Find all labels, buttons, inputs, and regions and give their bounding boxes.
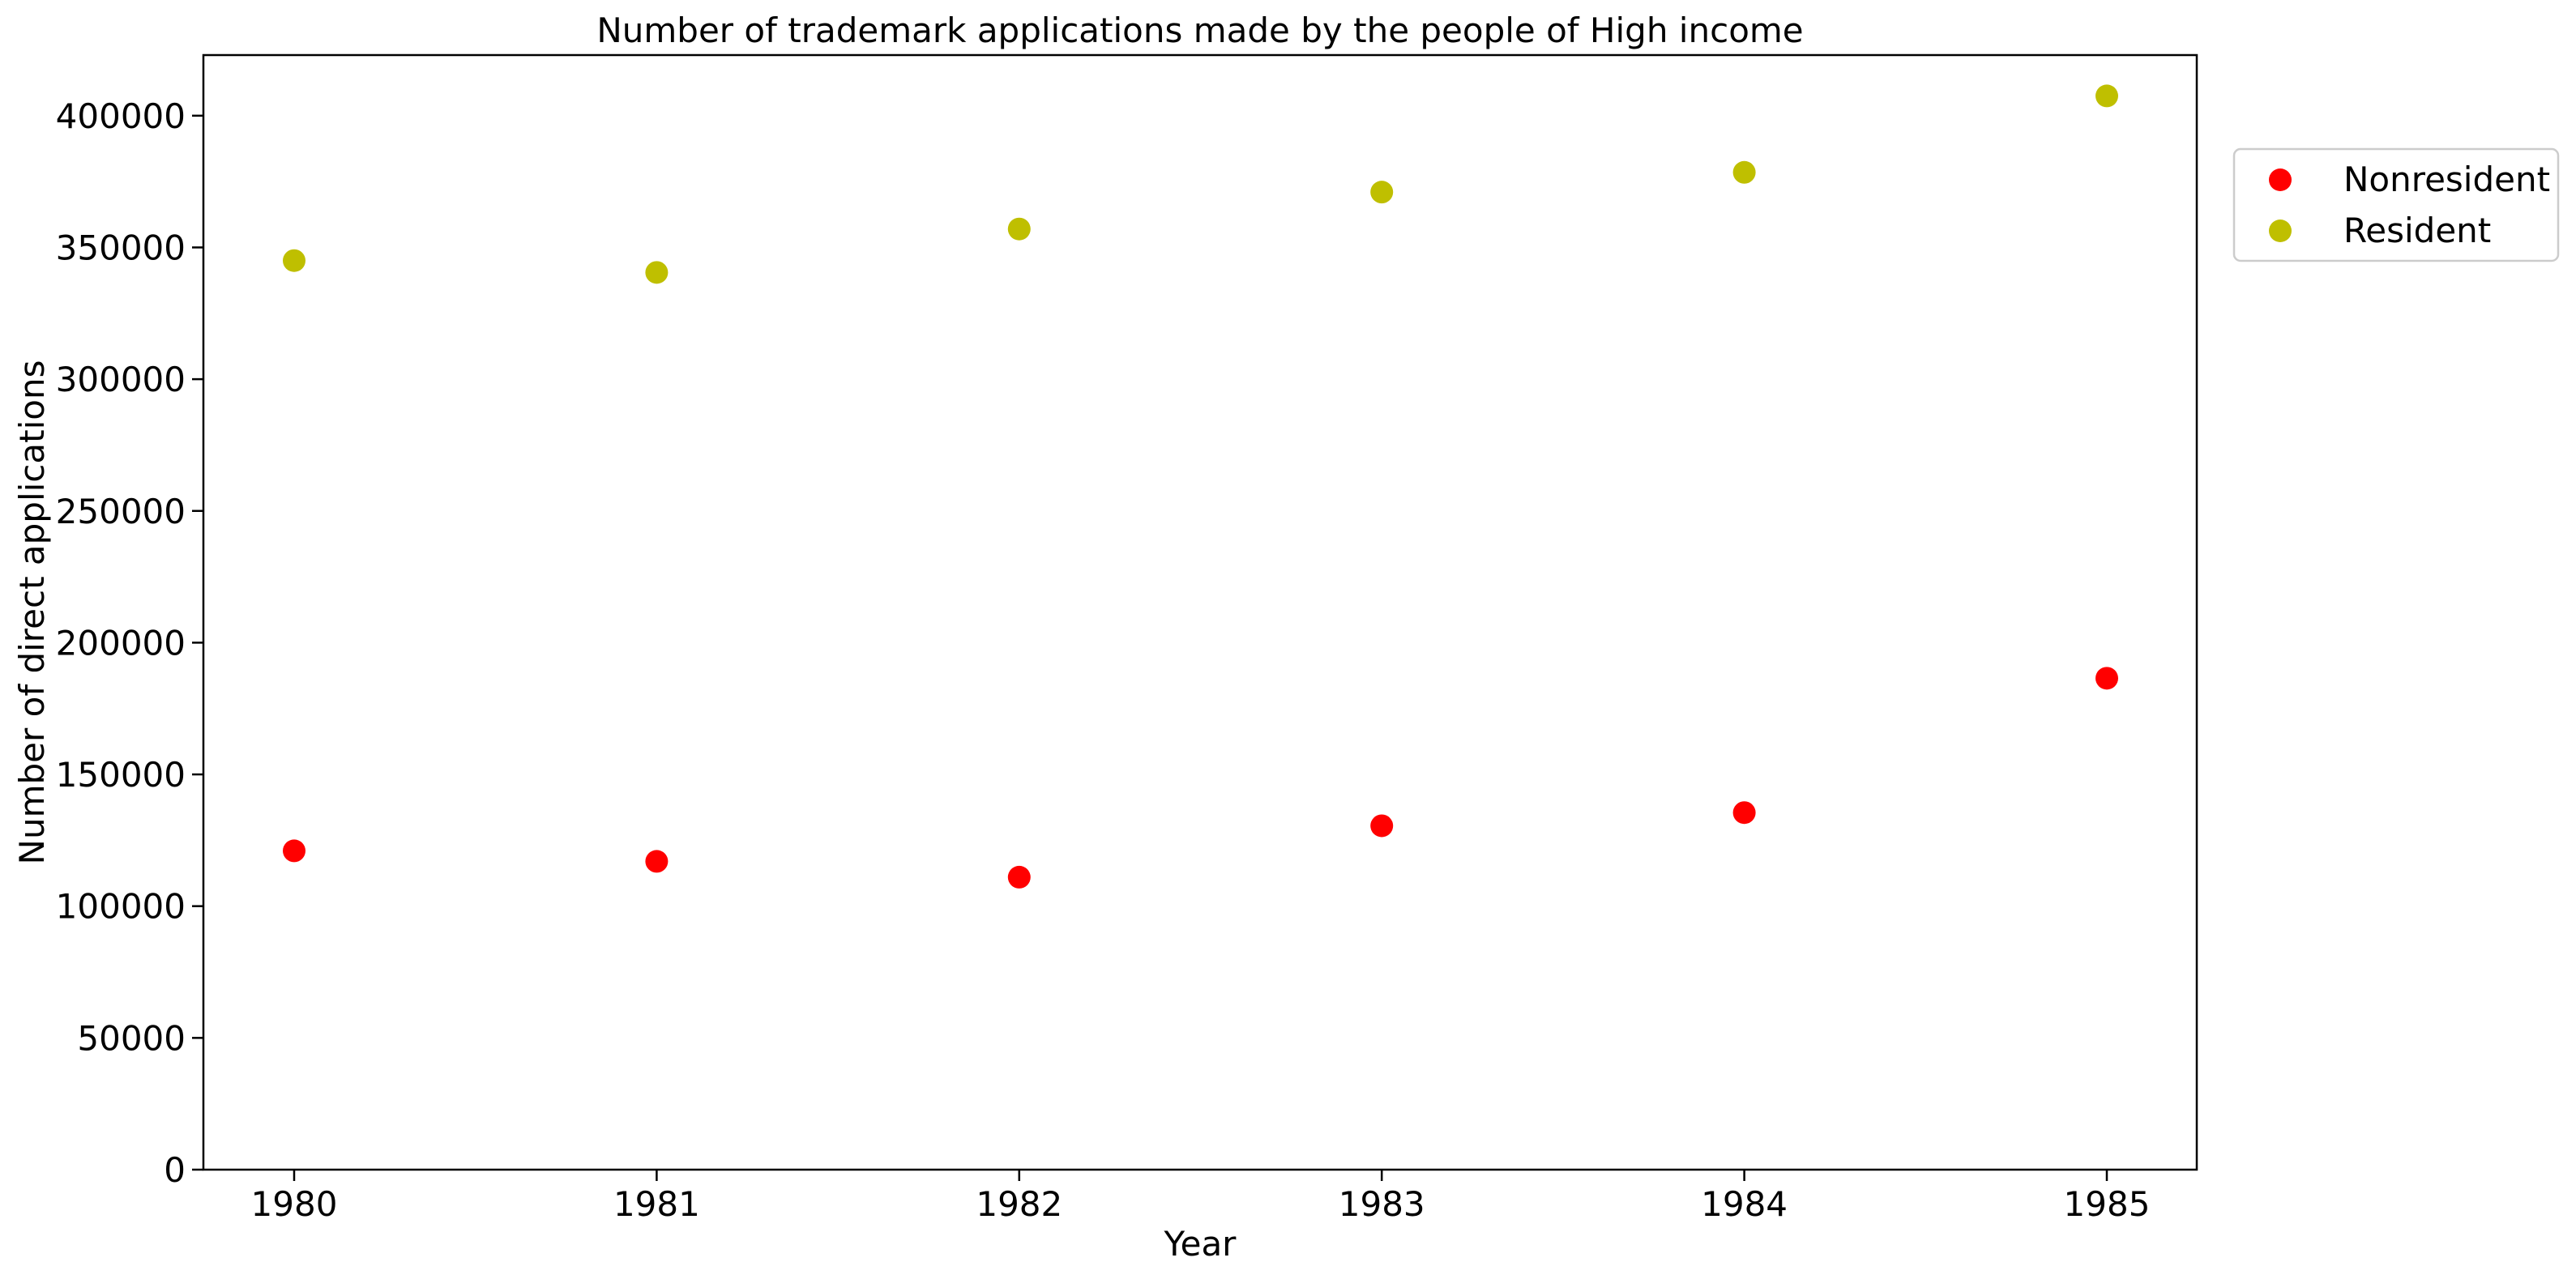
point-nonresident-1984	[1732, 801, 1756, 825]
point-resident-1985	[2095, 84, 2118, 108]
y-tick-label: 100000	[56, 887, 186, 927]
y-axis-label: Number of direct applications	[12, 360, 52, 865]
x-tick-label: 1985	[2064, 1184, 2151, 1224]
point-resident-1982	[1007, 217, 1031, 241]
y-tick-label: 200000	[56, 623, 186, 663]
point-resident-1980	[283, 249, 305, 272]
point-nonresident-1983	[1370, 814, 1394, 838]
legend-label-nonresident: Nonresident	[2343, 160, 2550, 199]
y-tick-label: 350000	[56, 228, 186, 267]
y-tick-label: 400000	[56, 96, 186, 136]
point-nonresident-1982	[1007, 865, 1031, 889]
point-resident-1981	[645, 261, 669, 284]
legend-label-resident: Resident	[2343, 211, 2491, 250]
legend-frame	[2232, 147, 2560, 262]
y-tick-label: 250000	[56, 492, 186, 531]
y-tick-label: 300000	[56, 360, 186, 399]
point-resident-1984	[1732, 160, 1756, 184]
x-axis: 1980 1981 1982 1983 1984 1985	[251, 1170, 2151, 1224]
y-axis: 0 50000 100000 150000 200000 250000 300000 3500…	[56, 96, 203, 1190]
legend: Nonresident Resident	[2232, 147, 2560, 262]
x-tick-label: 1982	[976, 1184, 1062, 1224]
y-tick-label: 50000	[77, 1018, 186, 1058]
x-tick-label: 1983	[1339, 1184, 1425, 1224]
point-nonresident-1981	[645, 850, 669, 873]
point-nonresident-1985	[2095, 667, 2118, 690]
legend-marker-nonresident	[2269, 168, 2292, 191]
y-tick-label: 150000	[56, 755, 186, 795]
x-tick-label: 1981	[613, 1184, 700, 1224]
x-tick-label: 1984	[1701, 1184, 1788, 1224]
chart-title: Number of trademark applications made by…	[596, 11, 1803, 50]
plot-area-frame	[202, 53, 2198, 1171]
point-nonresident-1980	[283, 839, 305, 863]
y-tick-label: 0	[164, 1150, 186, 1190]
x-axis-label: Year	[1164, 1224, 1237, 1264]
data-points	[283, 84, 2118, 889]
legend-marker-resident	[2269, 220, 2292, 242]
x-tick-label: 1980	[251, 1184, 338, 1224]
point-resident-1983	[1370, 181, 1394, 204]
